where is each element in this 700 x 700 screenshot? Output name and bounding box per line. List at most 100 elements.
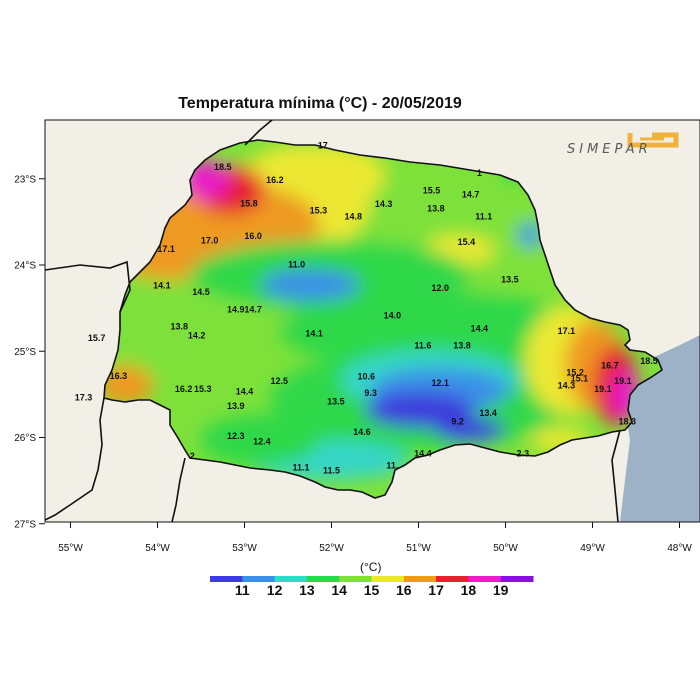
station-value: 14.3 (558, 380, 576, 390)
station-value: 18.3 (619, 417, 637, 427)
legend-swatch (403, 576, 437, 582)
station-value: 14.1 (153, 280, 171, 290)
station-value: 14.5 (192, 287, 210, 297)
station-value: 9.2 (451, 417, 464, 427)
station-value: 15.4 (458, 237, 476, 247)
x-tick-label: 52°W (319, 543, 344, 554)
border-sp-north (244, 120, 273, 146)
station-value: 15.3 (194, 384, 212, 394)
station-value: 2.3 (517, 448, 530, 458)
station-value: 12.3 (227, 431, 245, 441)
plot-frame (44, 119, 700, 523)
legend-label: 11 (234, 582, 250, 598)
color-legend (210, 576, 534, 582)
parana-border (103, 139, 663, 499)
station-value: 15.8 (240, 198, 258, 208)
legend-label: 16 (396, 582, 412, 598)
station-value: 11. (386, 461, 398, 471)
border-argentina (171, 457, 186, 522)
temperature-zone (275, 145, 385, 205)
temperature-zone (518, 223, 542, 247)
station-value: 11.6 (414, 341, 431, 351)
station-value: 14.6 (353, 427, 371, 437)
x-tick-label: 49°W (580, 543, 605, 554)
station-value: 15.2 (566, 367, 584, 377)
station-value: 19.1 (614, 376, 632, 386)
station-value: 17 (318, 141, 328, 151)
legend-label: 18 (460, 582, 477, 598)
station-value: 13.8 (427, 204, 445, 214)
legend-swatch (306, 576, 340, 582)
station-value: 14.4 (236, 386, 254, 396)
station-value: 14.7 (462, 190, 480, 200)
station-value: 14.1 (305, 329, 323, 339)
station-value: 11.1 (293, 462, 310, 472)
legend-labels: 11 12 13 14 15 16 17 18 19 (0, 582, 700, 602)
legend-label: 17 (428, 582, 444, 598)
station-value: 15.3 (310, 205, 328, 215)
station-value: 13.4 (479, 408, 497, 418)
x-tick-label: 48°W (667, 543, 692, 554)
y-tick-label: 26°S (14, 433, 36, 444)
station-value: 16.7 (601, 361, 619, 371)
temperature-zone (365, 392, 475, 428)
legend-swatch (210, 576, 243, 582)
station-value: 19.1 (594, 384, 612, 394)
station-value: 9.3 (364, 388, 377, 398)
x-tick-label: 55°W (58, 543, 83, 554)
legend-swatch (242, 576, 276, 582)
station-value: 2 (190, 451, 195, 461)
x-axis: 55°W 54°W 53°W 52°W 51°W 50°W 49°W 48°W (58, 522, 692, 554)
station-value: 16.2 (175, 384, 193, 394)
station-value: 12.4 (253, 436, 271, 446)
legend-swatch (274, 576, 308, 582)
station-value: 17.3 (75, 392, 93, 402)
station-value: 15.5 (423, 185, 441, 195)
legend-label: 14 (331, 582, 347, 598)
legend-swatch (500, 576, 534, 582)
legend-label: 12 (266, 582, 283, 598)
station-value: 15.1 (571, 373, 589, 383)
station-value: 12.1 (431, 378, 449, 388)
station-value: 17.1 (558, 326, 576, 336)
border-ms-sp (45, 260, 131, 313)
legend-label: 15 (363, 582, 380, 598)
x-tick-label: 51°W (406, 543, 431, 554)
x-tick-label: 54°W (145, 543, 170, 554)
temperature-zone (435, 418, 505, 442)
station-value: 14.9 (227, 304, 245, 314)
logo-text: SIMEPAR (567, 142, 652, 157)
legend-swatch (371, 576, 405, 582)
station-value: 17.1 (157, 244, 175, 254)
border-sc (611, 429, 621, 522)
station-value: 15.7 (88, 333, 106, 343)
temperature-zone (260, 269, 360, 301)
station-value: 1 (477, 168, 482, 178)
map-title: Temperatura mínima (°C) - 20/05/2019 (178, 95, 462, 112)
station-value: 11.1 (475, 211, 492, 221)
y-tick-label: 23°S (14, 174, 36, 185)
legend-label: 13 (299, 582, 315, 598)
legend-swatch (339, 576, 372, 582)
station-values: 18.516.215.81717.017.116.015.314.814.315… (75, 141, 658, 476)
station-value: 14.3 (375, 199, 393, 209)
station-value: 14.0 (384, 310, 402, 320)
y-tick-label: 24°S (14, 261, 36, 272)
station-value: 13.5 (327, 397, 345, 407)
y-tick-label: 25°S (14, 347, 36, 358)
simepar-logo (627, 132, 679, 148)
temperature-zone (104, 365, 153, 405)
boundaries (45, 120, 663, 522)
station-value: 16.2 (266, 175, 284, 185)
station-value: 14.2 (188, 330, 206, 340)
station-value: 18.5 (214, 162, 232, 172)
x-tick-label: 53°W (232, 543, 257, 554)
border-paraguay (45, 397, 105, 521)
legend-swatch (436, 576, 469, 582)
temperature-zone (280, 290, 580, 370)
legend-unit: (°C) (360, 560, 382, 574)
x-tick-label: 50°W (493, 543, 518, 554)
station-value: 11.5 (323, 466, 340, 476)
station-value: 12.0 (431, 283, 449, 293)
